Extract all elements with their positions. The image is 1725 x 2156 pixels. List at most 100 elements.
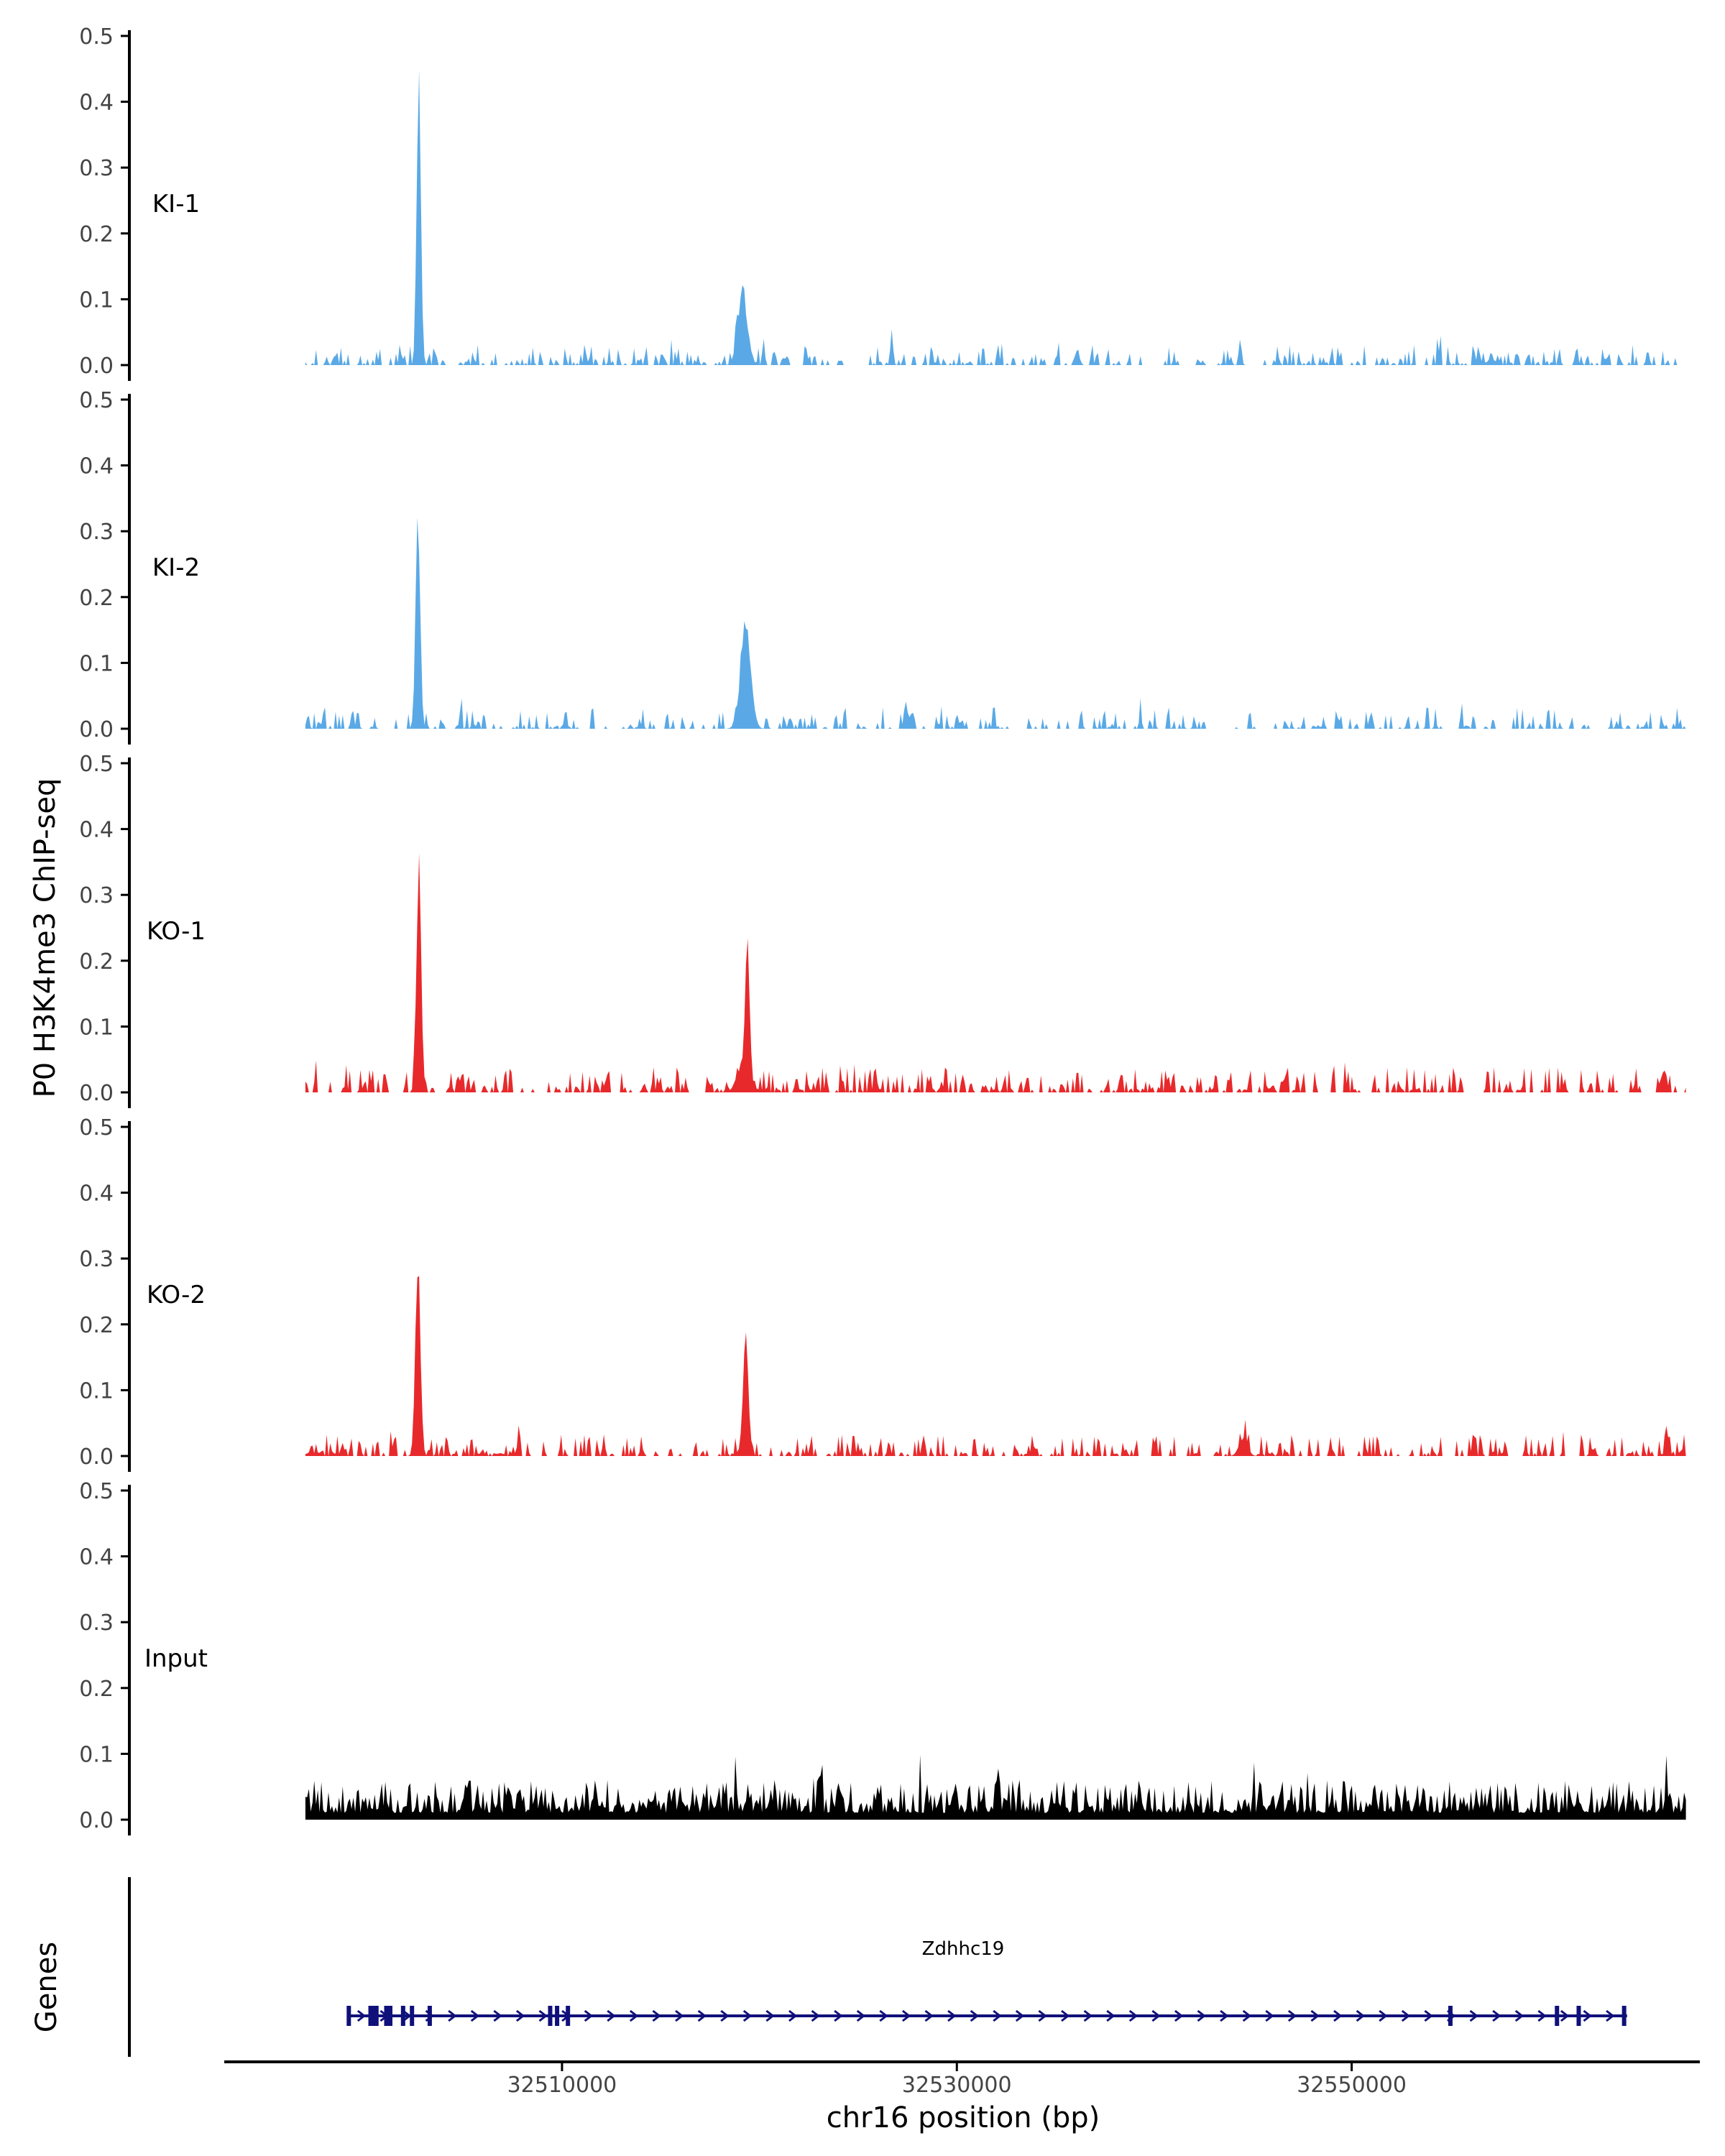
exon-mark <box>1448 2006 1453 2026</box>
strand-chevron <box>1310 2009 1320 2022</box>
strand-chevron <box>1083 2009 1092 2022</box>
strand-chevron <box>584 2009 594 2022</box>
strand-chevron <box>448 2009 457 2022</box>
strand-chevron <box>697 2009 707 2022</box>
strand-chevron <box>1583 2009 1592 2022</box>
exon-mark <box>410 2006 415 2026</box>
track-ko-2: 0.0 0.1 0.2 0.3 0.4 0.5 KO-2 <box>79 1115 1686 1472</box>
track-label: KO-2 <box>147 1281 206 1309</box>
y-tick-label: 0.5 <box>79 1115 114 1141</box>
y-tick-label: 0.0 <box>79 717 114 742</box>
strand-chevron <box>1537 2009 1547 2022</box>
y-axis-title: P0 H3K4me3 ChIP-seq <box>29 778 62 1098</box>
gene-track-label: Genes <box>30 1942 63 2032</box>
coverage-area <box>305 1276 1686 1456</box>
coverage-area <box>305 853 1686 1092</box>
strand-chevron <box>1220 2009 1229 2022</box>
strand-chevron <box>675 2009 684 2022</box>
x-axis: 32510000 32530000 32550000 <box>224 2060 1700 2098</box>
strand-chevron <box>652 2009 661 2022</box>
gene-panel: Genes Zdhhc19 <box>30 1877 1627 2057</box>
strand-chevron <box>1424 2009 1433 2022</box>
exon-mark <box>368 2006 373 2026</box>
y-tick-label: 0.5 <box>79 752 114 777</box>
strand-chevron <box>1197 2009 1206 2022</box>
exon-mark <box>346 2006 351 2026</box>
y-tick-label: 0.2 <box>79 1313 114 1338</box>
strand-chevron <box>493 2009 502 2022</box>
y-tick-label: 0.4 <box>79 1181 114 1207</box>
y-tick-label: 0.1 <box>79 651 114 676</box>
track-label: KI-2 <box>152 553 200 582</box>
exon-mark <box>371 2006 376 2026</box>
strand-chevron <box>629 2009 639 2022</box>
y-tick-label: 0.0 <box>79 1081 114 1106</box>
strand-chevron <box>538 2009 548 2022</box>
track-ko-1: 0.0 0.1 0.2 0.3 0.4 0.5 KO-1 <box>79 752 1686 1108</box>
strand-chevron <box>607 2009 616 2022</box>
exon-mark <box>1555 2006 1560 2026</box>
y-tick-label: 0.3 <box>79 1611 114 1636</box>
y-tick-label: 0.1 <box>79 1742 114 1767</box>
exon-mark <box>1576 2006 1581 2026</box>
strand-chevron <box>720 2009 730 2022</box>
strand-chevron <box>1560 2009 1570 2022</box>
strand-chevron <box>1356 2009 1366 2022</box>
exon-mark <box>400 2006 405 2026</box>
track-input: 0.0 0.1 0.2 0.3 0.4 0.5 Input <box>79 1479 1686 1835</box>
strand-chevron <box>470 2009 480 2022</box>
exon-mark <box>566 2006 571 2026</box>
y-tick-label: 0.4 <box>79 1545 114 1570</box>
coverage-tracks: 0.0 0.1 0.2 0.3 0.4 0.5 KI-1 0.0 0.1 0.2 0.3 0.4 0.5… <box>79 24 1686 1835</box>
strand-chevron <box>811 2009 820 2022</box>
track-ki-1: 0.0 0.1 0.2 0.3 0.4 0.5 KI-1 <box>79 24 1686 381</box>
strand-chevron <box>1015 2009 1025 2022</box>
strand-chevron <box>947 2009 957 2022</box>
strand-chevron <box>1106 2009 1116 2022</box>
strand-chevron <box>856 2009 866 2022</box>
strand-chevron <box>901 2009 911 2022</box>
y-tick-label: 0.5 <box>79 24 114 50</box>
strand-chevron <box>1061 2009 1070 2022</box>
strand-chevron <box>924 2009 934 2022</box>
x-tick-label: 32530000 <box>902 2073 1012 2098</box>
strand-chevron <box>788 2009 798 2022</box>
exon-mark <box>555 2006 560 2026</box>
y-tick-label: 0.1 <box>79 287 114 313</box>
y-tick-label: 0.2 <box>79 586 114 611</box>
strand-chevron <box>742 2009 753 2022</box>
exon-mark <box>384 2006 389 2026</box>
exon-mark <box>387 2006 392 2026</box>
x-tick-label: 32550000 <box>1297 2073 1407 2098</box>
strand-chevron <box>1265 2009 1274 2022</box>
strand-chevron <box>1038 2009 1047 2022</box>
coverage-area <box>305 1754 1686 1820</box>
strand-chevron <box>1287 2009 1297 2022</box>
strand-chevron <box>1606 2009 1615 2022</box>
strand-chevron <box>356 2009 367 2022</box>
strand-chevron <box>1492 2009 1501 2022</box>
y-tick-label: 0.2 <box>79 949 114 975</box>
y-tick-label: 0.2 <box>79 222 114 247</box>
strand-chevron <box>993 2009 1002 2022</box>
strand-chevron <box>1469 2009 1478 2022</box>
strand-chevron <box>834 2009 843 2022</box>
strand-chevron <box>1514 2009 1524 2022</box>
strand-chevron <box>765 2009 775 2022</box>
y-tick-label: 0.4 <box>79 818 114 843</box>
exon-mark <box>374 2006 379 2026</box>
y-tick-label: 0.3 <box>79 156 114 181</box>
coverage-area <box>305 70 1686 366</box>
strand-chevron <box>1151 2009 1161 2022</box>
y-tick-label: 0.4 <box>79 454 114 479</box>
track-label: KI-1 <box>152 190 200 218</box>
strand-chevron <box>515 2009 525 2022</box>
strand-chevron <box>879 2009 888 2022</box>
x-tick-label: 32510000 <box>507 2073 617 2098</box>
gene-name-label: Zdhhc19 <box>922 1938 1005 1960</box>
y-tick-label: 0.0 <box>79 354 114 379</box>
strand-chevron <box>1333 2009 1343 2022</box>
strand-chevron <box>1242 2009 1252 2022</box>
strand-chevron <box>1128 2009 1138 2022</box>
track-label: Input <box>144 1644 208 1673</box>
